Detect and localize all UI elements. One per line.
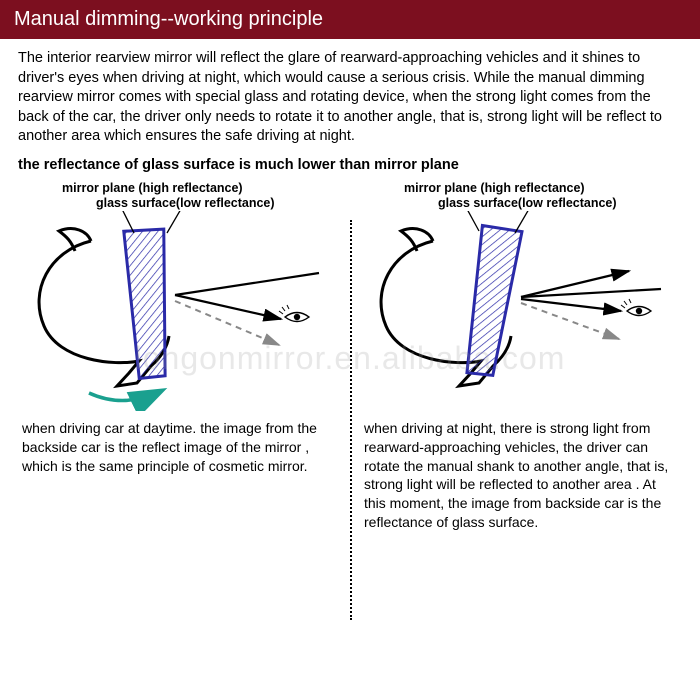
subheading: the reflectance of glass surface is much… [18,157,682,173]
label-glass-surface-r: glass surface(low reflectance) [360,196,682,211]
label-glass-surface: glass surface(low reflectance) [18,196,340,211]
diagram-right: mirror plane (high reflectance) glass su… [350,181,682,532]
label-mirror-plane-r: mirror plane (high reflectance) [360,181,682,196]
column-divider [350,220,352,620]
mirror-diagram-night [360,211,682,411]
eye-icon [279,305,309,322]
caption-left: when driving car at daytime. the image f… [18,419,340,476]
diagram-left: mirror plane (high reflectance) glass su… [18,181,350,532]
intro-paragraph: The interior rearview mirror will reflec… [18,49,682,147]
page-header: Manual dimming--working principle [0,0,700,39]
eye-icon [621,299,651,316]
labels-left: mirror plane (high reflectance) glass su… [18,181,340,211]
label-mirror-plane: mirror plane (high reflectance) [18,181,340,196]
caption-right: when driving at night, there is strong l… [360,419,682,532]
mirror-diagram-day [18,211,340,411]
header-title: Manual dimming--working principle [14,8,323,30]
labels-right: mirror plane (high reflectance) glass su… [360,181,682,211]
